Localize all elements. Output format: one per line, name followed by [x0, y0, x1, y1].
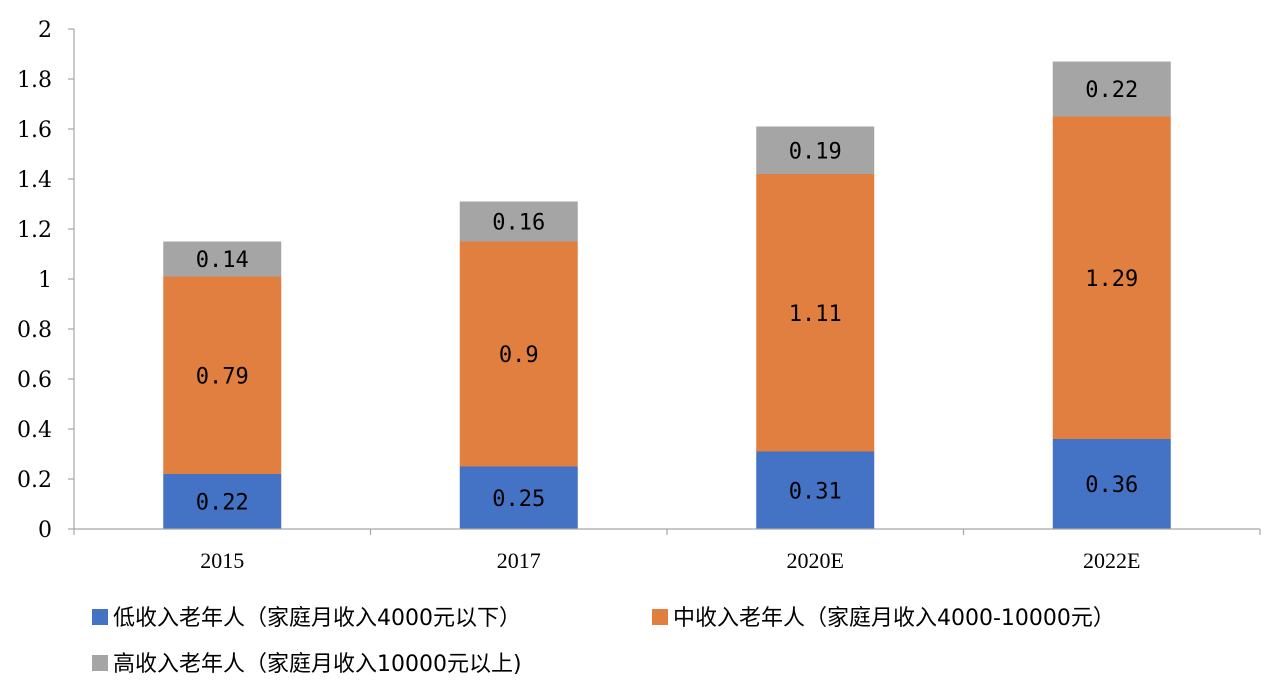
legend-swatch [652, 609, 668, 625]
bar-segment [163, 241, 282, 277]
bar-series [163, 61, 1171, 529]
data-label: 1.11 [789, 302, 842, 327]
bar-segment [756, 126, 875, 174]
bar-segment [756, 174, 875, 452]
bar-segment [459, 201, 578, 242]
y-tick-label: 1 [38, 268, 52, 293]
bar-segment [459, 241, 578, 467]
y-tick-label: 1.6 [17, 118, 52, 143]
data-label: 0.22 [1085, 78, 1138, 103]
bar-segment [756, 451, 875, 529]
data-label: 0.19 [789, 139, 842, 164]
data-label: 1.29 [1085, 267, 1138, 292]
legend-label: 低收入老年人（家庭月收入4000元以下） [113, 606, 521, 631]
bar-segment [163, 474, 282, 529]
y-tick-label: 1.8 [17, 68, 52, 93]
data-label: 0.79 [196, 364, 249, 389]
bar-segment [459, 466, 578, 529]
data-label: 0.14 [196, 248, 249, 273]
bar-segment [1052, 61, 1171, 117]
data-label: 0.22 [196, 491, 249, 516]
data-label: 0.25 [492, 487, 545, 512]
bar-segment [163, 276, 282, 474]
data-labels: 0.22 0.79 0.14 0.25 0.9 0.16 0.31 1.11 0.19 0.36 1… [196, 78, 1138, 516]
x-tick-label: 2015 [200, 548, 244, 573]
bar-segment [1052, 116, 1171, 439]
x-tick-label: 2020E [787, 548, 844, 573]
legend-swatch [92, 609, 108, 625]
data-label: 0.36 [1085, 473, 1138, 498]
legend-label: 高收入老年人（家庭月收入10000元以上) [113, 652, 522, 677]
x-tick-label: 2022E [1083, 548, 1140, 573]
legend-swatch [92, 655, 108, 671]
y-tick-label: 0.6 [17, 368, 52, 393]
x-axis-ticks [73, 529, 1261, 535]
x-tick-label: 2017 [497, 548, 541, 573]
y-tick-label: 0.8 [17, 318, 52, 343]
y-tick-label: 0.4 [17, 418, 52, 443]
data-label: 0.16 [492, 211, 545, 236]
x-axis-labels: 2015 2017 2020E 2022E [200, 548, 1140, 573]
data-label: 0.9 [499, 343, 539, 368]
y-tick-label: 0.2 [17, 468, 52, 493]
bar-segment [1052, 439, 1171, 529]
y-tick-label: 1.4 [17, 168, 52, 193]
legend-label: 中收入老年人（家庭月收入4000-10000元） [673, 606, 1115, 631]
legend: 低收入老年人（家庭月收入4000元以下） 中收入老年人（家庭月收入4000-100… [92, 606, 1115, 677]
y-tick-label: 1.2 [17, 218, 52, 243]
y-axis-ticks: 0 0.2 0.4 0.6 0.8 1 1.2 1.4 1.6 1.8 2 [17, 18, 74, 543]
data-label: 0.31 [789, 479, 842, 504]
y-tick-label: 0 [38, 518, 52, 543]
y-tick-label: 2 [38, 18, 52, 43]
